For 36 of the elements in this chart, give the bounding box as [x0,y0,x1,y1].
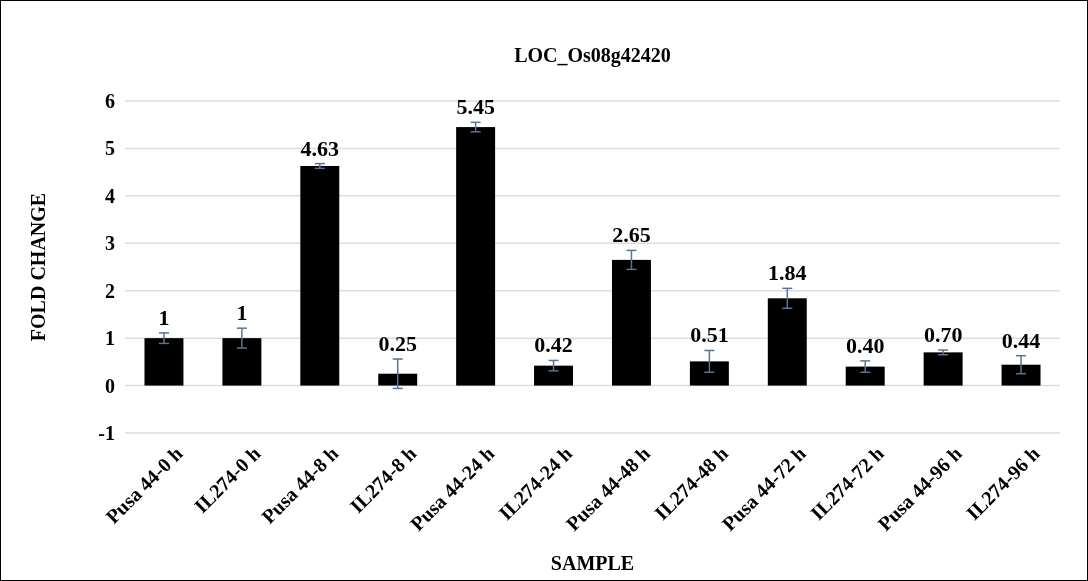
data-label: 0.70 [923,322,963,347]
y-tick-label: 0 [105,374,115,397]
data-label: 2.65 [612,222,651,248]
x-tick-label: Pusa 44-0 h [101,442,187,528]
y-tick-label: 2 [105,279,115,302]
data-label: 5.45 [456,94,495,120]
bar [534,365,574,386]
data-label: 1 [158,304,170,330]
y-tick-label: 3 [105,232,115,255]
bar [144,338,184,386]
x-axis-title: SAMPLE [550,552,635,574]
data-label: 0.25 [378,331,417,357]
bar [378,373,418,386]
bar [923,352,963,386]
bar [767,298,807,386]
data-label: 0.51 [690,322,729,348]
bar [1001,364,1041,386]
y-axis-title: FOLD CHANGE [27,192,49,342]
data-label: 4.63 [300,135,340,161]
bar [300,165,340,386]
data-label: 1.84 [768,260,807,286]
y-tick-label: 1 [105,327,115,350]
bar [456,127,496,386]
bar [611,259,651,386]
chart-title: LOC_Os08g42420 [514,44,671,67]
bar [222,338,262,386]
data-label: 0.40 [845,332,885,358]
y-tick-label: 4 [105,184,115,207]
data-label: 0.42 [534,332,573,358]
data-label: 1 [236,300,248,326]
bar [689,361,729,386]
y-tick-label: -1 [98,422,115,444]
bar [845,366,885,386]
data-label: 0.44 [1001,327,1041,353]
y-tick-label: 5 [105,137,115,160]
y-tick-label: 6 [105,90,115,112]
